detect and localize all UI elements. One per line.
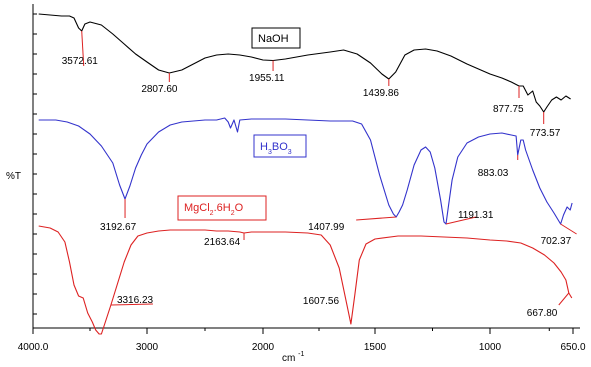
y-axis-ticks [33,13,37,315]
series-layer [38,13,573,335]
peak-label-2-3: 667.80 [527,308,558,319]
peak-marker-2-3 [558,292,570,306]
peak-label-1-4: 702.37 [541,236,572,247]
peak-marker-2-0 [110,303,153,306]
x-axis-ticks: 4000.0 3000 2000 1500 1000 650.0 [18,328,586,353]
series-label-box-1 [253,134,307,158]
peak-label-1-3: 883.03 [478,168,509,179]
peak-label-2-0: 3316.23 [117,295,154,306]
peak-label-2-1: 2163.64 [204,237,241,248]
peak-marker-0-0 [81,30,85,67]
x-tick-label-2: 2000 [252,342,275,353]
series-label-1: H3BO3 [260,141,292,156]
peak-label-0-1: 2807.60 [141,84,178,95]
peak-marker-1-4 [560,223,577,235]
y-axis-label: %T [6,171,21,182]
peak-label-0-0: 3572.61 [62,56,99,67]
x-axis-label-unit: cm [282,353,295,364]
series-label-0: NaOH [258,33,289,45]
x-axis-label-exponent: -1 [298,351,304,358]
peak-label-1-1: 1407.99 [308,222,345,233]
x-tick-label-5: 650.0 [560,342,585,353]
series-label-2: MgCl2.6H2O [184,202,244,217]
series-line-2 [38,225,573,335]
peak-label-0-4: 877.75 [493,104,524,115]
annotation-layer: 3572.61 2807.60 1955.11 1439.86 877.75 773.57… [62,30,577,324]
series-line-1 [38,117,573,225]
peak-label-0-3: 1439.86 [363,88,400,99]
peak-label-1-2: 1191.31 [458,210,494,221]
peak-marker-1-1 [356,216,397,221]
legend-layer: NaOH H3BO3 MgCl2.6H2O [177,27,307,221]
peak-label-2-2: 1607.56 [303,296,340,307]
series-label-box-2 [177,195,267,221]
peak-label-0-5: 773.57 [530,128,561,139]
x-axis-label: cm -1 [282,351,304,364]
peak-label-1-0: 3192.67 [100,222,137,233]
x-tick-label-0: 4000.0 [18,342,49,353]
peak-marker-1-2 [445,216,477,225]
x-tick-label-4: 1000 [479,342,502,353]
peak-label-0-2: 1955.11 [249,73,285,84]
x-tick-label-1: 3000 [136,342,159,353]
series-label-box-0 [251,27,301,49]
x-tick-label-3: 1500 [364,342,387,353]
series-line-0 [38,13,571,113]
